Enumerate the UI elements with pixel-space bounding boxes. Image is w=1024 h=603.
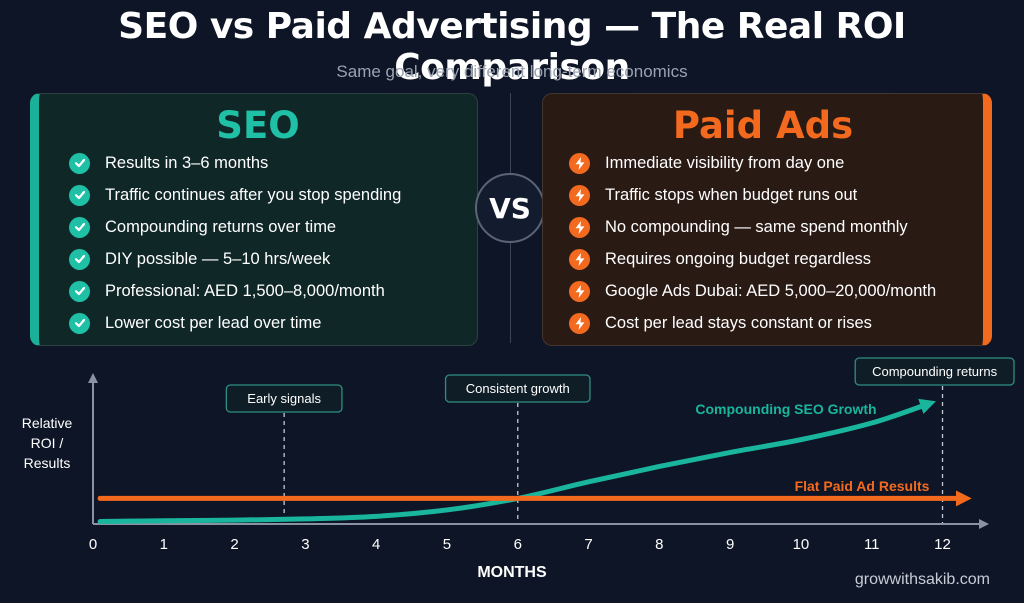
x-tick-label: 10 [793,536,810,553]
seo-list-item: Compounding returns over time [39,211,477,243]
check-icon [69,184,90,206]
annotation-label: Compounding returns [872,364,998,379]
paid-list-item: Traffic stops when budget runs out [543,179,983,211]
paid-list-item: Cost per lead stays constant or rises [543,307,983,339]
paid-list-item-label: No compounding — same spend monthly [605,217,908,236]
seo-panel-title: SEO [216,104,300,147]
vs-badge: VS [475,173,545,243]
seo-list-item-label: Results in 3–6 months [105,153,269,172]
check-icon [69,280,90,302]
lightning-icon [569,152,590,174]
x-tick-label: 2 [230,536,238,553]
seo-panel: SEO Results in 3–6 months Traffic continu… [30,93,478,346]
lightning-icon [569,312,590,334]
check-icon [69,248,90,270]
paid-list-item: No compounding — same spend monthly [543,211,983,243]
y-axis-label-line: ROI / [31,435,64,451]
seo-growth-line [97,398,936,524]
annotation-box [854,357,1015,386]
seo-list-item-label: Traffic continues after you stop spendin… [105,185,402,204]
lightning-icon [569,248,590,270]
x-tick-label: 3 [301,536,309,553]
paid-list-item-label: Traffic stops when budget runs out [605,185,858,204]
x-tick-label: 12 [934,536,951,553]
annotation-label: Consistent growth [466,381,570,396]
paid-list-item-label: Immediate visibility from day one [605,153,845,172]
check-icon [69,152,90,174]
x-tick-label: 0 [89,536,97,553]
page-subtitle: Same goal, very different long-term econ… [336,62,688,81]
x-axis-label: MONTHS [477,564,547,581]
paid-list-item: Immediate visibility from day one [543,147,983,179]
paid-series-label: Flat Paid Ad Results [795,478,930,494]
lightning-icon [569,216,590,238]
annotation-box [225,384,343,413]
seo-benefits-list: Results in 3–6 months Traffic continues a… [39,147,477,339]
check-icon [69,312,90,334]
paid-list-item-label: Google Ads Dubai: AED 5,000–20,000/month [605,281,937,300]
seo-list-item: DIY possible — 5–10 hrs/week [39,243,477,275]
seo-list-item: Traffic continues after you stop spendin… [39,179,477,211]
paid-ads-traits-list: Immediate visibility from day one Traffic… [543,147,983,339]
annotation-box [444,374,591,403]
y-axis-label-line: Relative [22,415,73,431]
x-tick-label: 5 [443,536,451,553]
x-tick-label: 9 [726,536,734,553]
y-axis-label-line: Results [24,455,71,471]
seo-list-item: Results in 3–6 months [39,147,477,179]
roi-line-chart: Relative ROI / Results Early signals Consis… [22,357,1015,581]
seo-list-item-label: Professional: AED 1,500–8,000/month [105,281,385,300]
annotation-label: Early signals [247,391,321,406]
seo-list-item-label: DIY possible — 5–10 hrs/week [105,249,331,268]
seo-list-item-label: Compounding returns over time [105,217,337,236]
seo-list-item-label: Lower cost per lead over time [105,313,322,332]
x-tick-label: 7 [584,536,592,553]
x-tick-label: 6 [514,536,522,553]
paid-ads-panel: Paid Ads Immediate visibility from day o… [542,93,992,346]
x-tick-label: 8 [655,536,663,553]
footer-website: growwithsakib.com [854,571,990,588]
paid-list-item: Google Ads Dubai: AED 5,000–20,000/month [543,275,983,307]
lightning-icon [569,280,590,302]
seo-list-item: Lower cost per lead over time [39,307,477,339]
x-tick-label: 1 [160,536,168,553]
page-title: SEO vs Paid Advertising — The Real ROI C… [118,6,906,88]
paid-list-item: Requires ongoing budget regardless [543,243,983,275]
paid-list-item-label: Requires ongoing budget regardless [605,249,872,268]
x-tick-label: 11 [864,536,880,553]
x-tick-label: 4 [372,536,380,553]
y-axis-label: Relative ROI / Results [22,415,73,471]
lightning-icon [569,184,590,206]
paid-ads-panel-title: Paid Ads [672,104,854,147]
seo-series-label: Compounding SEO Growth [695,401,876,417]
seo-list-item: Professional: AED 1,500–8,000/month [39,275,477,307]
check-icon [69,216,90,238]
paid-list-item-label: Cost per lead stays constant or rises [605,313,872,332]
